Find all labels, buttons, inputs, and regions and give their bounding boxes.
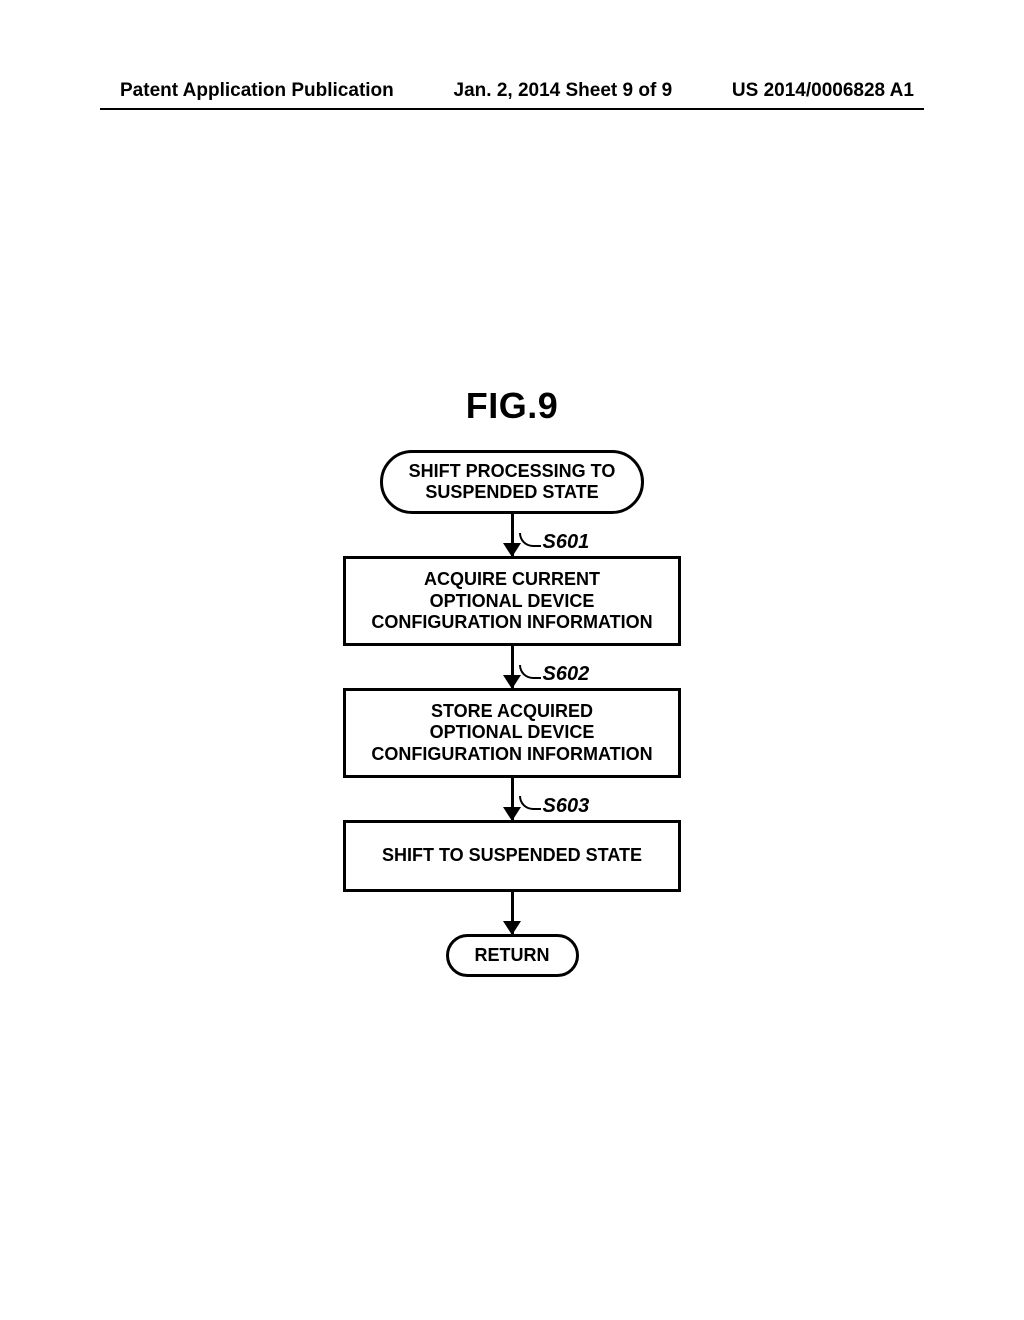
header-center: Jan. 2, 2014 Sheet 9 of 9: [454, 80, 673, 102]
step-label: S601: [519, 531, 590, 554]
step-label: S602: [519, 663, 590, 686]
step-tick-icon: [519, 796, 541, 810]
page-header: Patent Application Publication Jan. 2, 2…: [0, 80, 1024, 102]
flow-connector: S603: [511, 778, 514, 820]
step-tick-icon: [519, 665, 541, 679]
flow-node-s603: SHIFT TO SUSPENDED STATE: [343, 820, 681, 892]
arrowhead-icon: [503, 921, 521, 935]
step-label: S603: [519, 795, 590, 818]
flow-node-s602: STORE ACQUIREDOPTIONAL DEVICECONFIGURATI…: [343, 688, 681, 778]
step-label-text: S603: [543, 795, 590, 818]
header-rule: [100, 108, 924, 110]
step-label-text: S601: [543, 531, 590, 554]
flow-connector: S601: [511, 514, 514, 556]
flow-node-start: SHIFT PROCESSING TOSUSPENDED STATE: [380, 450, 645, 514]
header-left: Patent Application Publication: [120, 80, 394, 102]
flow-connector: S602: [511, 646, 514, 688]
header-right: US 2014/0006828 A1: [732, 80, 914, 102]
figure-label: FIG.9: [0, 385, 1024, 427]
flow-node-s601: ACQUIRE CURRENTOPTIONAL DEVICECONFIGURAT…: [343, 556, 681, 646]
flow-connector: [511, 892, 514, 934]
flowchart: SHIFT PROCESSING TOSUSPENDED STATES601AC…: [343, 450, 681, 977]
flow-node-return: RETURN: [446, 934, 579, 977]
step-tick-icon: [519, 533, 541, 547]
step-label-text: S602: [543, 663, 590, 686]
